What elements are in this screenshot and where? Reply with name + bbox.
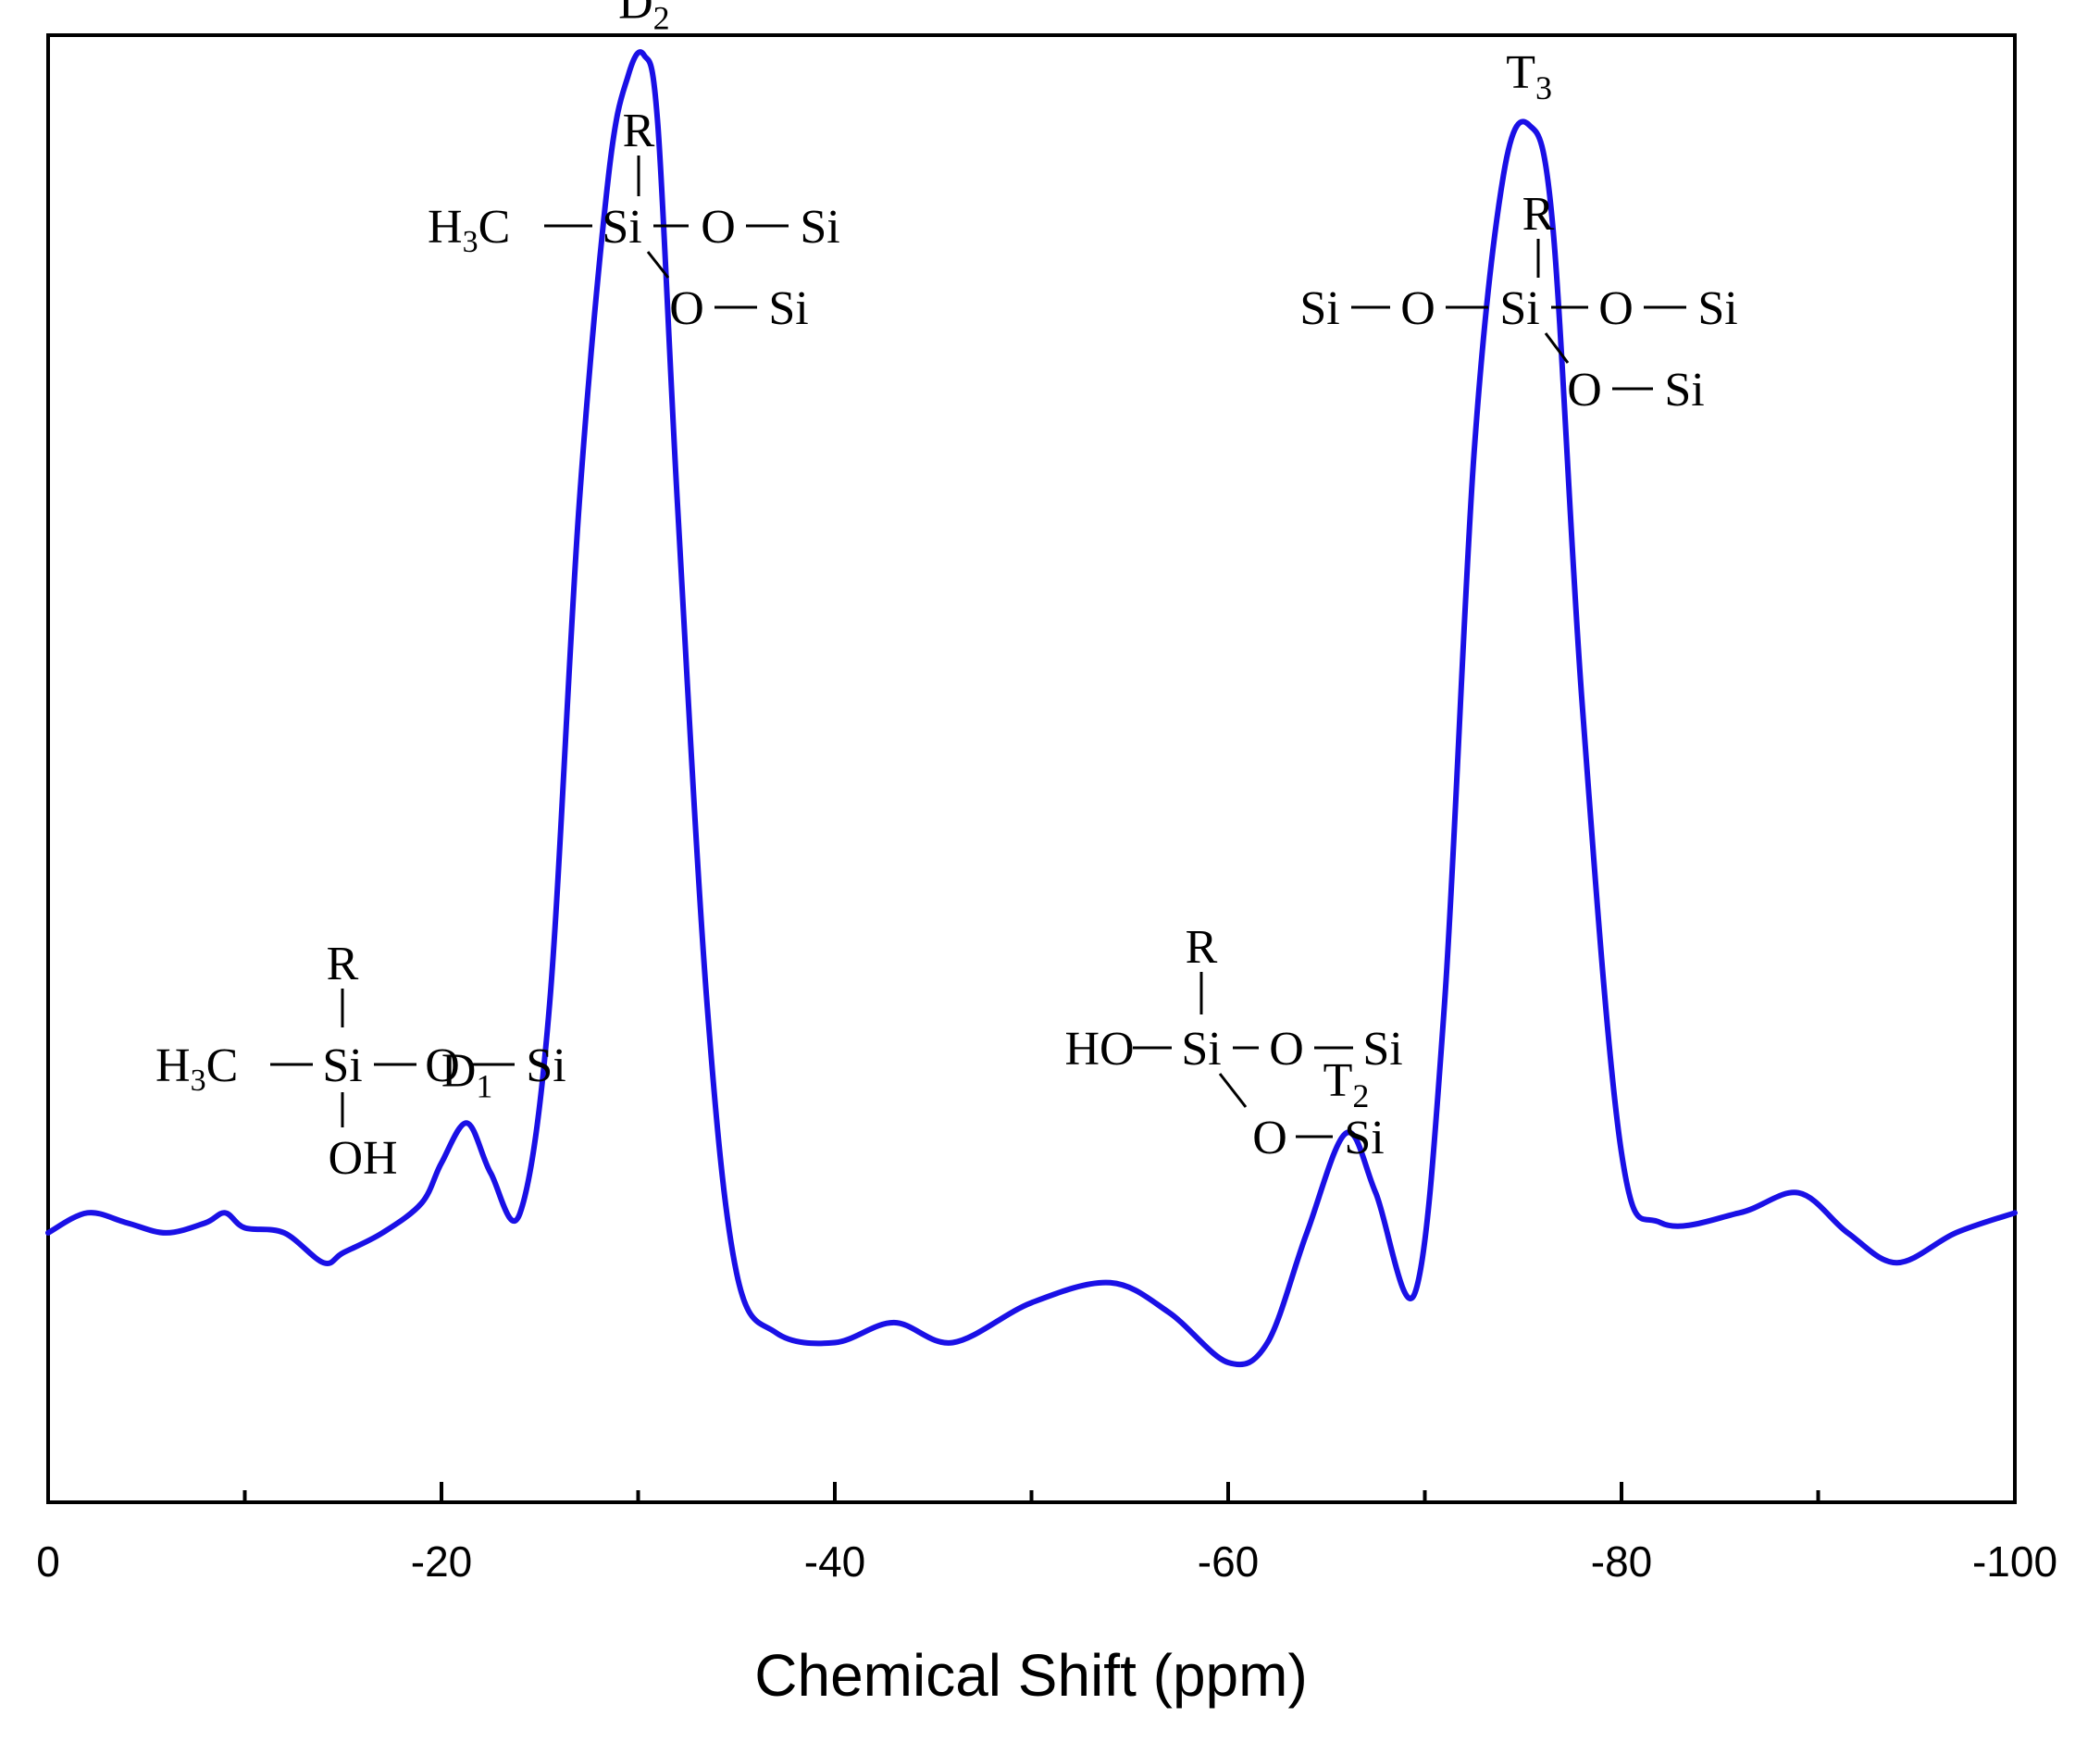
d2-h3c: H3C	[428, 201, 510, 259]
d1-h3c: H3C	[155, 1039, 238, 1098]
d1-oh: OH	[328, 1132, 397, 1185]
tick-label: -20	[411, 1537, 472, 1586]
t2-si1: Si	[1362, 1023, 1402, 1076]
d1-si2: Si	[526, 1039, 565, 1092]
t2-ho: HO	[1064, 1023, 1134, 1076]
peak-label-t3: T3	[1506, 46, 1552, 106]
d2-o2: O	[669, 282, 704, 335]
tick-label: -60	[1198, 1537, 1259, 1586]
tick-label: 0	[36, 1537, 60, 1586]
peak-label-d1: D1	[441, 1044, 493, 1104]
t3-si2: Si	[1664, 364, 1704, 417]
tick-label: -80	[1591, 1537, 1652, 1586]
x-axis-ticks	[242, 1482, 1820, 1502]
t3-o2: O	[1567, 364, 1602, 417]
plot-frame	[46, 33, 2017, 1504]
x-axis-label: Chemical Shift (ppm)	[754, 1642, 1308, 1709]
t2-r: R	[1186, 921, 1218, 974]
t3-si1: Si	[1697, 282, 1737, 335]
peak-labels: D1 D2 T2 T3	[441, 0, 1552, 1114]
d2-r: R	[623, 105, 655, 157]
d2-si1: Si	[800, 201, 839, 254]
t3-si-left: Si	[1299, 282, 1339, 335]
t2-si2: Si	[1344, 1112, 1384, 1164]
tick-label: -100	[1972, 1537, 2057, 1586]
d1-r: R	[327, 938, 359, 990]
t3-si: Si	[1499, 282, 1539, 335]
t3-r: R	[1522, 188, 1555, 241]
d2-si2: Si	[768, 282, 808, 335]
structure-t3: R Si O Si O Si O Si	[1299, 188, 1737, 417]
d1-si: Si	[322, 1039, 362, 1092]
d2-si: Si	[602, 201, 641, 254]
structure-d2: R H3C Si O Si O Si	[428, 105, 840, 335]
peak-label-t2: T2	[1323, 1054, 1370, 1114]
d1-o: O	[425, 1039, 460, 1092]
d2-o1: O	[701, 201, 736, 254]
x-axis-tick-labels: 0 -20 -40 -60 -80 -100	[36, 1537, 2057, 1586]
tick-label: -40	[804, 1537, 865, 1586]
t2-o2: O	[1252, 1112, 1287, 1164]
spectrum-line	[45, 49, 2018, 1368]
t2-o1: O	[1269, 1023, 1304, 1076]
t2-si: Si	[1181, 1023, 1221, 1076]
peak-label-d2: D2	[618, 0, 670, 37]
t3-o1: O	[1598, 282, 1634, 335]
t3-o-left: O	[1400, 282, 1435, 335]
structure-t2: R HO Si O Si O Si	[1064, 921, 1402, 1164]
structure-d1: R H3C Si O Si OH	[155, 938, 566, 1185]
